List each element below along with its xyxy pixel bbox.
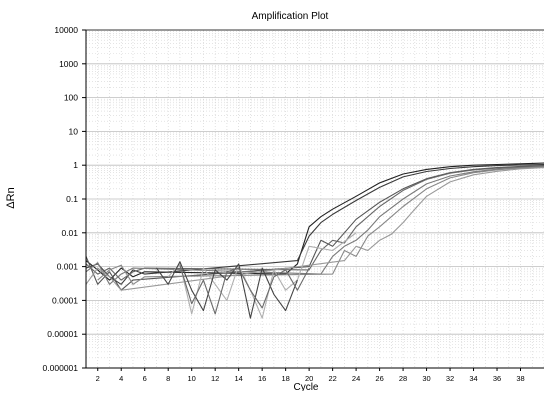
series-line-4 bbox=[85, 165, 544, 281]
series-line-5 bbox=[85, 166, 544, 285]
x-tick-label: 38 bbox=[516, 374, 524, 383]
y-tick-label: 0.00001 bbox=[47, 329, 78, 339]
x-tick-label: 4 bbox=[119, 374, 123, 383]
series-line-9 bbox=[156, 261, 298, 319]
x-tick-label: 24 bbox=[352, 374, 360, 383]
y-tick-label: 0.000001 bbox=[43, 363, 79, 373]
grid bbox=[86, 29, 544, 369]
y-tick-label: 0.1 bbox=[66, 194, 78, 204]
series-line-1 bbox=[85, 162, 544, 281]
x-tick-label: 6 bbox=[143, 374, 147, 383]
x-tick-label: 2 bbox=[96, 374, 100, 383]
x-tick-label: 22 bbox=[328, 374, 336, 383]
x-tick-label: 30 bbox=[422, 374, 430, 383]
series-line-7 bbox=[85, 167, 544, 291]
x-tick-label: 8 bbox=[166, 374, 170, 383]
x-tick-label: 14 bbox=[234, 374, 242, 383]
x-tick-label: 34 bbox=[469, 374, 477, 383]
x-tick-label: 12 bbox=[211, 374, 219, 383]
series-line-6 bbox=[97, 166, 544, 285]
x-tick-label: 26 bbox=[375, 374, 383, 383]
y-tick-label: 10000 bbox=[54, 25, 78, 35]
x-tick-label: 36 bbox=[493, 374, 501, 383]
x-tick-label: 18 bbox=[281, 374, 289, 383]
y-axis-label: ΔRn bbox=[5, 187, 17, 208]
y-tick-label: 0.01 bbox=[61, 228, 78, 238]
y-tick-label: 100 bbox=[64, 93, 78, 103]
series-layer bbox=[85, 162, 544, 319]
x-tick-label: 10 bbox=[188, 374, 196, 383]
y-tick-label: 10 bbox=[69, 126, 79, 136]
y-tick-label: 1000 bbox=[59, 59, 78, 69]
x-tick-label: 28 bbox=[399, 374, 407, 383]
x-tick-label: 20 bbox=[305, 374, 313, 383]
axes: 10000 1000 100 10 1 0.1 0.01 0.001 0.0001 0.00001… bbox=[43, 25, 544, 383]
y-tick-label: 1 bbox=[73, 160, 78, 170]
x-tick-label: 16 bbox=[258, 374, 266, 383]
series-line-10 bbox=[179, 265, 310, 315]
y-tick-label: 0.001 bbox=[57, 262, 79, 272]
chart-title: Amplification Plot bbox=[252, 11, 329, 22]
x-tick-label: 32 bbox=[446, 374, 454, 383]
x-axis-label: Cycle bbox=[293, 382, 318, 391]
series-line-2 bbox=[85, 163, 544, 285]
y-tick-label: 0.0001 bbox=[52, 295, 78, 305]
